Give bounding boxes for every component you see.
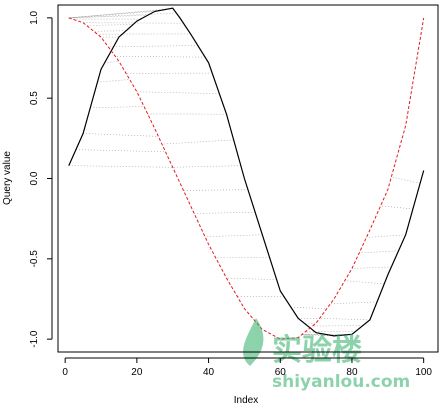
alignment-line [83, 22, 184, 24]
alignment-line [301, 334, 342, 336]
x-tick-label: 100 [415, 367, 432, 378]
axes-group: 0 20 40 60 80 100 -1.0 -0.5 0.0 0.5 1.0 [29, 10, 432, 378]
alignment-lines-group [68, 8, 421, 337]
y-tick-label: 0.0 [29, 171, 40, 185]
alignment-line [104, 60, 119, 64]
watermark: 实验楼 shiyanlou.com [243, 318, 410, 392]
x-tick-label: 20 [131, 367, 143, 378]
alignment-line [183, 189, 249, 191]
x-tick-label: 40 [203, 367, 215, 378]
alignment-line [226, 277, 277, 280]
y-tick-label: 0.5 [29, 91, 40, 105]
alignment-line [68, 9, 163, 19]
alignment-line [351, 266, 392, 269]
alignment-line [115, 56, 206, 58]
alignment-line [391, 176, 421, 184]
x-tick-label: 0 [62, 367, 68, 378]
alignment-line [136, 91, 220, 94]
x-tick-label: 60 [275, 367, 287, 378]
alignment-line [344, 280, 385, 285]
alignment-line [93, 30, 127, 32]
x-axis-title: Index [234, 395, 258, 406]
alignment-line [366, 234, 406, 238]
x-tick-label: 80 [346, 367, 358, 378]
alignment-line [108, 45, 198, 48]
alignment-line [90, 106, 145, 109]
y-tick-label: 1.0 [29, 10, 40, 24]
y-tick-label: -1.0 [29, 330, 40, 348]
alignment-line [380, 205, 413, 210]
alignment-line [86, 24, 134, 26]
series-group [68, 7, 425, 340]
alignment-line [68, 15, 148, 19]
alignment-line [83, 133, 159, 137]
alignment-line [68, 165, 173, 168]
query-series-line [68, 7, 425, 337]
alignment-line [215, 256, 270, 259]
alignment-line [75, 149, 166, 153]
watermark-title: 实验楼 [272, 333, 362, 368]
alignment-line [97, 79, 130, 83]
alignment-line [290, 307, 327, 309]
alignment-line [68, 12, 177, 19]
alignment-line [319, 318, 370, 321]
y-axis-title: Query value [2, 151, 13, 205]
alignment-line [194, 211, 256, 214]
alignment-line [330, 301, 378, 305]
watermark-leaf-icon [243, 318, 264, 366]
watermark-url: shiyanlou.com [272, 372, 410, 392]
alignment-line [161, 139, 234, 145]
alignment-line [359, 250, 399, 254]
y-tick-label: -0.5 [29, 250, 40, 268]
alignment-line [204, 234, 263, 237]
plot-frame [57, 4, 439, 353]
alignment-line [172, 165, 241, 168]
reference-series-line [68, 17, 425, 340]
